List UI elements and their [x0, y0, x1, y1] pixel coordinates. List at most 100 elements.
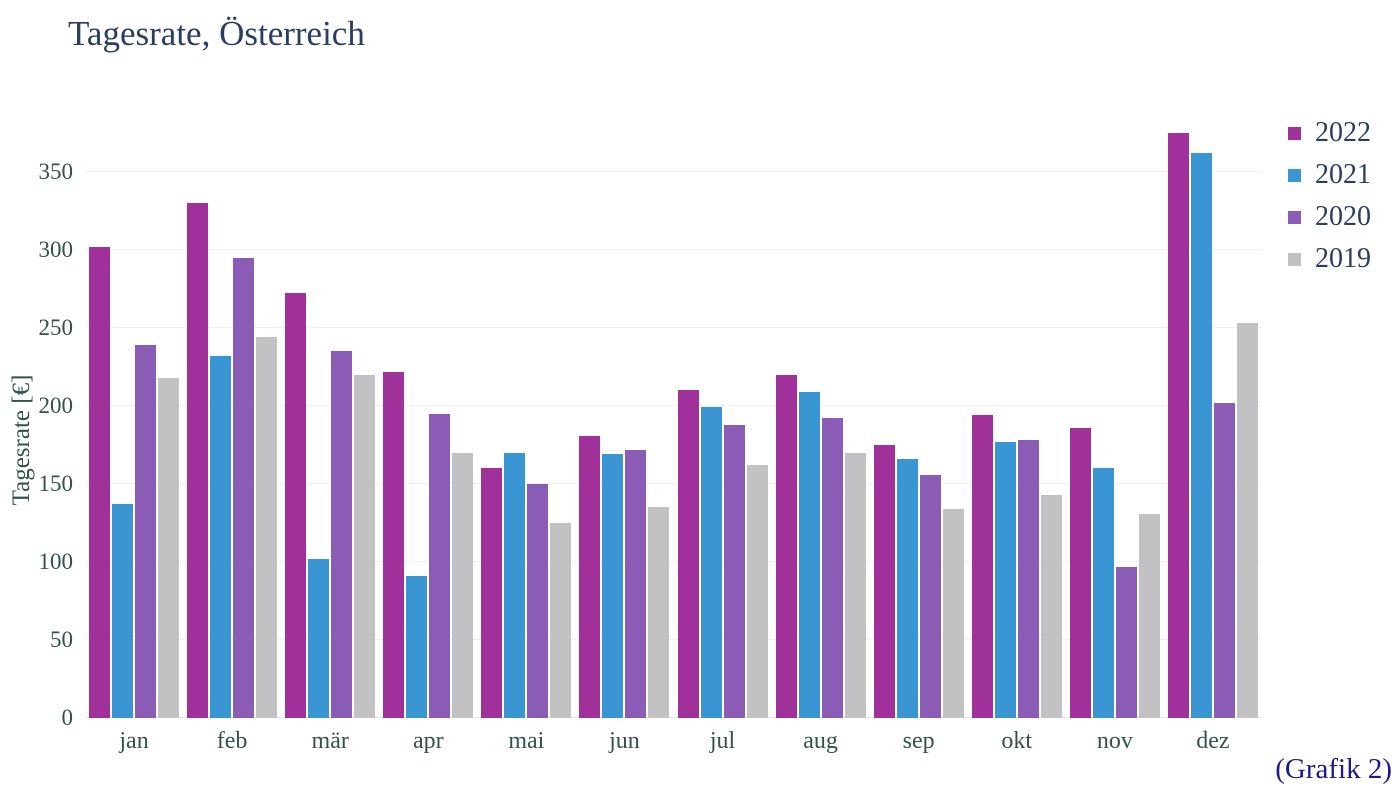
x-tick-label-feb: feb [216, 728, 248, 754]
gridline-50 [85, 638, 1262, 640]
bar-2022-nov [1069, 427, 1091, 718]
bar-2021-aug [798, 391, 820, 718]
bar-2022-aug [775, 374, 797, 718]
legend-item-2021[interactable]: 2021 [1288, 154, 1371, 196]
month-group-apr: apr [379, 120, 477, 754]
y-tick-label-250: 250 [38, 314, 74, 340]
bar-2020-jul [723, 424, 745, 718]
x-tick-label-aug: aug [803, 728, 838, 754]
x-tick-label-apr: apr [412, 728, 444, 754]
gridline-100 [85, 560, 1262, 562]
legend: 2022 2021 2020 2019 [1288, 112, 1371, 280]
x-tick-label-nov: nov [1096, 728, 1133, 754]
x-tick-label-mai: mai [508, 728, 545, 754]
bar-2020-apr [429, 413, 451, 718]
month-group-sep: sep [870, 120, 968, 754]
bar-groups-layer: jan feb mär apr mai jun jul aug sep okt nov dez [85, 120, 1262, 754]
legend-label: 2021 [1315, 159, 1371, 190]
bars-row [772, 120, 870, 718]
bar-2020-jan [135, 344, 157, 718]
bar-2022-sep [873, 444, 895, 718]
bar-2022-feb [187, 202, 209, 718]
bars-row [575, 120, 673, 718]
month-group-aug: aug [772, 120, 870, 754]
bars-row [673, 120, 771, 718]
month-group-dez: dez [1164, 120, 1262, 754]
bars-row [968, 120, 1066, 718]
bars-row [1164, 120, 1262, 718]
bar-2019-aug [844, 452, 866, 718]
y-tick-label-150: 150 [38, 470, 74, 496]
y-tick-label-200: 200 [38, 392, 74, 418]
legend-label: 2022 [1315, 117, 1371, 148]
bar-2020-nov [1115, 566, 1137, 718]
legend-marker-icon [1288, 168, 1301, 182]
bar-2021-nov [1092, 468, 1114, 718]
bar-2019-feb [256, 337, 278, 718]
month-group-nov: nov [1066, 120, 1164, 754]
month-group-jul: jul [673, 120, 771, 754]
gridline-150 [85, 482, 1262, 484]
y-tick-label-100: 100 [38, 548, 74, 574]
month-group-mär: mär [281, 120, 379, 754]
month-group-feb: feb [183, 120, 281, 754]
x-tick-label-jul: jul [709, 728, 736, 754]
bar-2022-mai [481, 468, 503, 718]
x-tick-label-mär: mär [311, 728, 349, 754]
x-tick-label-sep: sep [902, 728, 935, 754]
x-tick-label-dez: dez [1196, 728, 1230, 754]
y-tick-label-350: 350 [38, 158, 74, 184]
y-tick-label-0: 0 [61, 705, 74, 730]
bar-2021-mär [308, 558, 330, 718]
bar-2020-mär [331, 351, 353, 718]
bar-2022-jul [677, 390, 699, 718]
bar-2021-mai [504, 452, 526, 718]
bar-2020-feb [233, 257, 255, 718]
bar-2020-mai [527, 483, 549, 718]
bars-row [477, 120, 575, 718]
legend-label: 2020 [1315, 201, 1371, 232]
month-group-mai: mai [477, 120, 575, 754]
bar-2020-jun [625, 449, 647, 718]
month-group-jun: jun [575, 120, 673, 754]
x-tick-label-okt: okt [1001, 728, 1033, 754]
bar-2019-nov [1138, 513, 1160, 718]
bar-2019-jan [158, 377, 180, 718]
bar-2019-jul [746, 465, 768, 718]
bar-2019-dez [1236, 323, 1258, 718]
legend-item-2022[interactable]: 2022 [1288, 112, 1371, 154]
month-group-jan: jan [85, 120, 183, 754]
bar-2021-jun [602, 454, 624, 718]
bars-row [183, 120, 281, 718]
bar-2021-feb [210, 355, 232, 718]
bar-2022-jun [579, 435, 601, 718]
legend-marker-icon [1288, 126, 1301, 140]
bar-2022-okt [971, 415, 993, 718]
legend-marker-icon [1288, 252, 1301, 266]
legend-item-2019[interactable]: 2019 [1288, 238, 1371, 280]
bar-2021-dez [1190, 152, 1212, 718]
bars-row [281, 120, 379, 718]
legend-label: 2019 [1315, 243, 1371, 274]
bar-2021-jul [700, 407, 722, 718]
bar-2021-jan [112, 504, 134, 718]
gridline-0 [85, 717, 1262, 718]
bar-2019-jun [648, 507, 670, 718]
bars-row [85, 120, 183, 718]
bars-row [1066, 120, 1164, 718]
bar-2019-okt [1040, 494, 1062, 718]
bar-2019-apr [452, 452, 474, 718]
bar-2021-sep [896, 458, 918, 718]
bars-row [379, 120, 477, 718]
chart-title: Tagesrate, Österreich [68, 14, 365, 53]
bar-2020-okt [1017, 440, 1039, 718]
legend-item-2020[interactable]: 2020 [1288, 196, 1371, 238]
bar-2022-mär [285, 293, 307, 718]
figure-annotation: (Grafik 2) [1275, 753, 1392, 785]
bar-2020-aug [821, 418, 843, 718]
gridline-250 [85, 326, 1262, 328]
bar-2022-jan [89, 246, 111, 718]
bar-2019-mai [550, 522, 572, 718]
bar-2021-apr [406, 575, 428, 718]
